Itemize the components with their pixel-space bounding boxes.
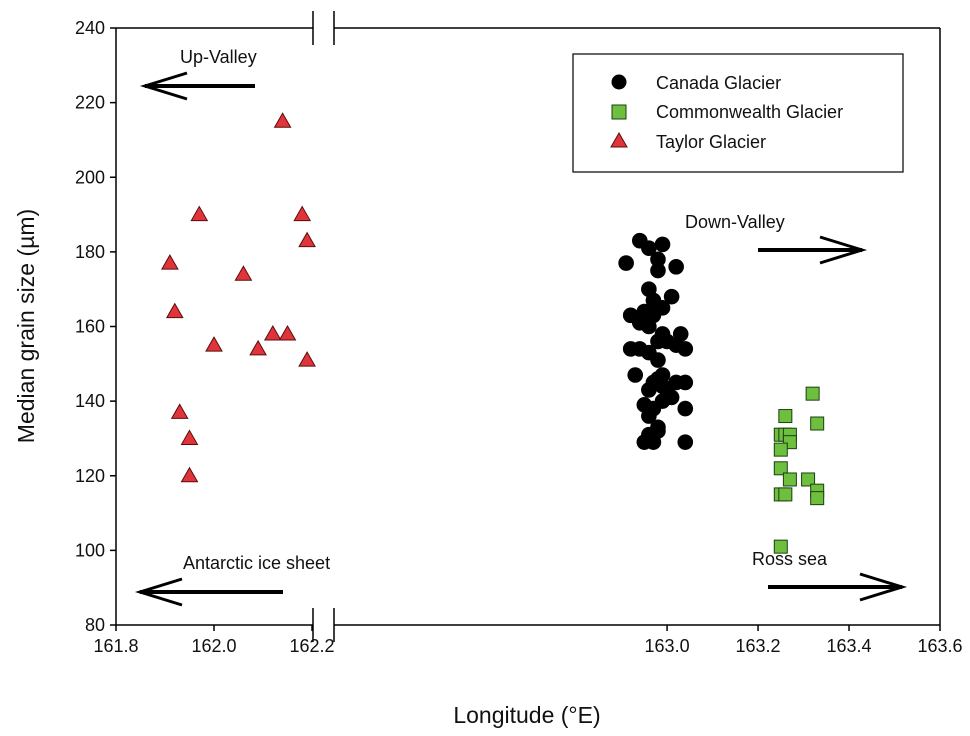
data-point-canada [650,352,666,368]
data-point-commonwealth [805,386,820,401]
x-tick-label: 163.6 [917,636,962,656]
y-tick-label: 240 [75,18,105,38]
legend: Canada Glacier Commonwealth Glacier Tayl… [572,53,904,173]
y-tick-label: 160 [75,317,105,337]
data-point-canada [654,300,671,316]
data-point-canada [659,333,675,350]
data-point-commonwealth [810,491,825,506]
x-tick-label: 163.4 [826,636,871,656]
legend-marker-taylor [610,131,628,148]
data-point-canada [677,341,694,357]
data-point-commonwealth [782,472,797,487]
data-point-canada [631,341,648,357]
data-point-canada [659,382,675,398]
data-point-taylor [234,265,253,281]
annotation-antarctic-ice-sheet: Antarctic ice sheet [134,553,330,607]
data-point-canada [677,434,694,450]
data-point-canada [654,367,671,383]
data-point-taylor [273,112,292,128]
legend-label-canada: Canada Glacier [656,73,781,93]
data-point-canada [650,262,666,279]
data-point-taylor [170,403,189,419]
data-point-taylor [165,302,184,319]
axis-ticks: 80 100 120 140 160 180 200 220 240 161.8 162.0 162.… [75,18,963,656]
legend-label-commonwealth: Commonwealth Glacier [656,102,843,122]
data-points [161,112,825,554]
data-point-canada [622,307,639,324]
data-point-commonwealth [773,461,788,476]
x-tick-label: 163.0 [645,636,690,656]
data-point-canada [650,423,666,439]
legend-marker-canada [611,74,627,90]
y-tick-label: 80 [85,615,105,635]
data-point-taylor [293,205,312,222]
data-point-canada [677,374,694,391]
annotation-down-valley-label: Down-Valley [685,212,785,232]
data-point-commonwealth [810,416,825,431]
y-tick-label: 220 [75,93,105,113]
plot-frame [115,11,941,642]
data-point-canada [668,258,684,275]
data-point-commonwealth [778,409,793,424]
data-point-canada [672,326,689,342]
y-tick-label: 180 [75,242,105,262]
data-point-taylor [180,429,199,445]
x-axis-label: Longitude (°E) [453,702,600,728]
data-point-commonwealth [778,487,793,502]
annotation-up-valley: Up-Valley [139,47,257,101]
data-point-canada [641,318,657,335]
data-point-canada [618,255,634,271]
data-point-taylor [298,231,316,248]
data-point-commonwealth [773,539,788,554]
annotation-down-valley: Down-Valley [685,212,868,265]
data-point-taylor [298,351,316,367]
annotation-ross-sea-label: Ross sea [752,549,828,569]
data-point-taylor [161,254,179,270]
series-commonwealth-glacier [773,386,825,554]
data-point-commonwealth [773,442,788,457]
legend-label-taylor: Taylor Glacier [656,132,766,152]
y-tick-label: 200 [75,167,105,187]
series-taylor-glacier [161,112,316,483]
data-point-canada [663,288,680,305]
y-tick-label: 100 [75,540,105,560]
legend-box [572,53,904,173]
data-point-commonwealth [801,472,816,487]
y-tick-label: 140 [75,391,105,411]
x-tick-label: 163.2 [736,636,781,656]
annotation-up-valley-label: Up-Valley [180,47,257,67]
data-point-canada [654,236,671,253]
data-point-taylor [190,205,209,222]
annotation-antarctic-ice-sheet-label: Antarctic ice sheet [183,553,330,573]
data-point-taylor [180,466,199,483]
legend-marker-commonwealth [611,104,627,120]
data-point-canada [636,397,653,413]
y-axis-label: Median grain size (µm) [13,209,39,443]
series-canada-glacier [618,232,694,450]
data-point-taylor [278,324,297,341]
x-tick-label: 161.8 [93,636,138,656]
y-tick-label: 120 [75,466,105,486]
annotation-ross-sea: Ross sea [752,549,908,602]
data-point-taylor [249,339,267,356]
data-point-taylor [205,336,223,352]
x-tick-label: 162.2 [289,636,334,656]
data-point-canada [627,367,644,383]
data-point-taylor [263,324,282,341]
data-point-canada [677,400,694,417]
data-point-canada [641,382,657,398]
x-tick-label: 162.0 [191,636,236,656]
